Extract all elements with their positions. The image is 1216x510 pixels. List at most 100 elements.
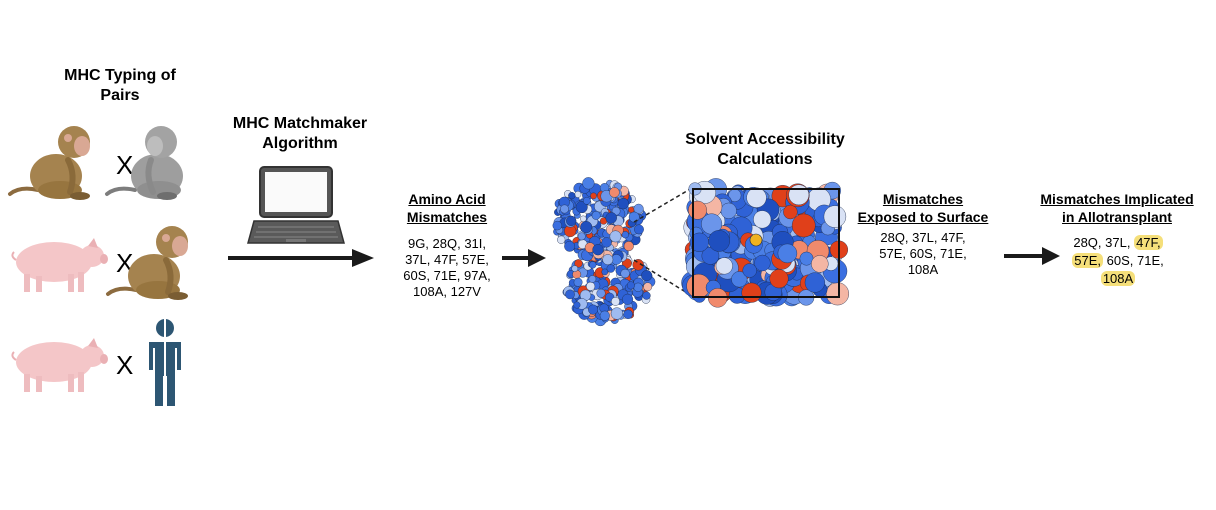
algorithm-title-line2: Algorithm [262, 135, 338, 152]
pig-icon [11, 238, 108, 292]
atom-sphere [601, 268, 609, 276]
atom-sphere [586, 281, 596, 291]
atom-sphere [610, 307, 624, 320]
implicated-title-line1: Mismatches Implicated [1040, 191, 1194, 207]
atom-sphere [788, 184, 810, 206]
atom-sphere [580, 221, 593, 234]
atom-sphere [609, 230, 622, 243]
arrow-2 [502, 249, 546, 267]
atom-sphere [592, 244, 604, 256]
atom-sphere [641, 270, 653, 282]
atom-sphere [583, 196, 591, 205]
atom-sphere [811, 255, 829, 273]
atom-sphere [823, 205, 847, 228]
amino-title-line2: Mismatches [406, 209, 488, 225]
pig-icon [11, 338, 108, 392]
arrow-3 [1004, 247, 1060, 265]
atom-sphere [633, 203, 644, 214]
atom-sphere [643, 282, 653, 292]
atom-sphere [754, 254, 771, 272]
atom-sphere [574, 190, 582, 198]
atom-sphere [552, 220, 563, 231]
atom-sphere [582, 177, 595, 190]
atom-sphere [580, 215, 587, 222]
solvent-title: Solvent Accessibility Calculations [660, 130, 870, 170]
exposed-line-2: 57E, 60S, 71E, [879, 246, 967, 261]
highlighted-mismatch: 108A [1100, 271, 1136, 286]
exposed-line-3: 108A [907, 262, 939, 277]
atom-sphere [602, 254, 614, 266]
implicated-mismatch: 60S, 71E, [1106, 253, 1164, 268]
exposed-title-line2: Exposed to Surface [857, 209, 989, 225]
atom-sphere [783, 204, 798, 220]
typing-title-line2: Pairs [100, 87, 140, 104]
algorithm-title: MHC Matchmaker Algorithm [200, 114, 400, 154]
atom-sphere [590, 192, 597, 200]
implicated-title-line2: in Allotransplant [1062, 209, 1172, 225]
atom-sphere [591, 211, 601, 220]
atom-sphere [573, 277, 583, 287]
atom-sphere [708, 230, 730, 252]
typing-title: MHC Typing of Pairs [30, 66, 210, 106]
atom-sphere [568, 192, 576, 200]
protein-structure-icon [552, 177, 656, 327]
atom-sphere [601, 237, 612, 248]
atom-sphere [596, 288, 606, 298]
arrow-1 [228, 249, 374, 267]
implicated-list: 28Q, 37L, 47F, 57E, 60S, 71E, 108A [1040, 234, 1196, 288]
atom-sphere [577, 232, 586, 241]
atom-sphere [611, 297, 620, 306]
atom-sphere [571, 265, 579, 272]
atom-sphere [574, 259, 583, 268]
atom-sphere [804, 272, 825, 293]
amino-line-3: 60S, 71E, 97A, [403, 268, 491, 283]
amino-list: 9G, 28Q, 31I, 37L, 47F, 57E, 60S, 71E, 9… [382, 236, 512, 300]
x-symbol-2: X [116, 248, 134, 278]
atom-sphere [642, 291, 651, 300]
zoom-frame [692, 188, 840, 298]
atom-sphere [622, 293, 634, 305]
exposed-line-1: 28Q, 37L, 47F, [880, 230, 966, 245]
atom-sphere [566, 215, 577, 227]
atom-sphere [573, 301, 581, 309]
human-icon [149, 318, 181, 410]
atom-sphere [588, 275, 597, 283]
atom-sphere [620, 268, 630, 279]
atom-sphere [599, 310, 610, 321]
amino-line-1: 9G, 28Q, 31I, [407, 236, 487, 251]
atom-sphere [632, 259, 644, 271]
protein-zoom-icon [681, 178, 849, 308]
atom-sphere [626, 281, 635, 290]
amino-title: Amino Acid Mismatches [382, 190, 512, 226]
atom-sphere [720, 202, 737, 219]
x-symbol-3: X [116, 350, 134, 380]
atom-sphere [777, 243, 798, 264]
monkey-icon [8, 126, 90, 200]
solvent-title-line2: Calculations [717, 151, 813, 168]
atom-sphere [564, 240, 576, 252]
gray-monkey-icon [105, 126, 183, 200]
algorithm-title-line1: MHC Matchmaker [232, 115, 368, 132]
exposed-list: 28Q, 37L, 47F, 57E, 60S, 71E, 108A [840, 230, 1006, 278]
monkey-icon [106, 226, 188, 300]
implicated-mismatch: 28Q, 37L, [1073, 235, 1131, 250]
solvent-title-line1: Solvent Accessibility [685, 131, 845, 148]
x-symbol-1: X [116, 150, 134, 180]
atom-sphere [605, 212, 617, 224]
implicated-line-1: 28Q, 37L, 47F, [1040, 234, 1196, 252]
amino-line-2: 37L, 47F, 57E, [405, 252, 489, 267]
atom-sphere [769, 269, 789, 289]
atom-sphere [623, 309, 633, 320]
typing-title-line1: MHC Typing of [64, 67, 176, 84]
atom-sphere [565, 289, 575, 300]
atom-sphere [688, 200, 707, 220]
atom-sphere [617, 197, 629, 210]
exposed-title-line1: Mismatches [882, 191, 964, 207]
atom-sphere [746, 187, 767, 208]
exposed-title: Mismatches Exposed to Surface [840, 190, 1006, 226]
atom-sphere [621, 231, 629, 239]
amino-title-line1: Amino Acid [408, 191, 486, 207]
implicated-line-3: 108A [1040, 270, 1196, 288]
atom-sphere [588, 304, 599, 315]
implicated-line-2: 57E, 60S, 71E, [1040, 252, 1196, 270]
